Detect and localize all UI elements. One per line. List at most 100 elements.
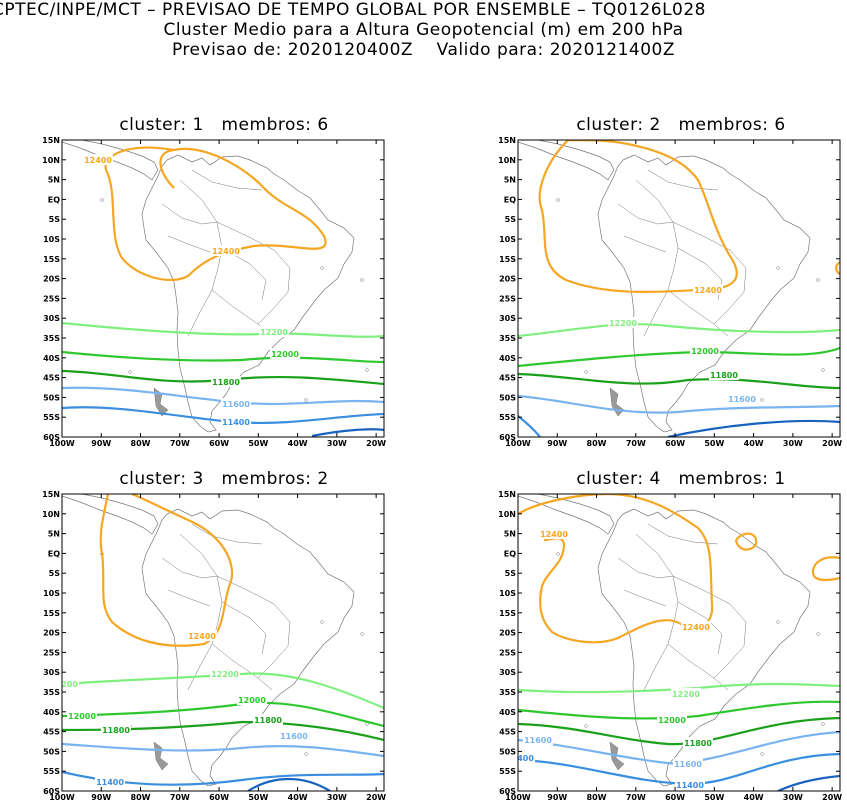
lon-label: 100W xyxy=(49,439,75,448)
contour-label-bg xyxy=(727,393,757,404)
continent-outline xyxy=(141,154,355,433)
central-america-outline xyxy=(62,494,159,535)
lon-label: 30W xyxy=(783,439,803,448)
contour-label-bg xyxy=(683,737,713,748)
contour-label-bg xyxy=(187,630,217,641)
island xyxy=(365,368,369,372)
contour-label: 11800 xyxy=(102,726,130,735)
lat-label: 20S xyxy=(499,629,516,638)
lat-label: 10N xyxy=(498,156,516,165)
contour-label: 11600 xyxy=(280,732,308,741)
contour-label: 12200 xyxy=(260,328,288,337)
contour-line xyxy=(518,716,840,746)
island xyxy=(816,278,820,282)
lon-label: 60W xyxy=(209,793,229,802)
lat-label: 15S xyxy=(499,255,516,264)
lon-label: 90W xyxy=(91,439,111,448)
country-border xyxy=(647,169,719,191)
lon-label: 50W xyxy=(704,793,724,802)
lon-label: 50W xyxy=(248,439,268,448)
panel-title-3: cluster: 3 membros: 2 xyxy=(119,469,328,489)
lat-label: 15N xyxy=(42,490,60,499)
country-border xyxy=(623,589,667,607)
contour-label-bg xyxy=(657,714,687,725)
contour-line xyxy=(538,140,738,294)
country-border xyxy=(179,179,223,337)
contour-line xyxy=(62,350,384,364)
lon-label: 50W xyxy=(248,793,268,802)
island xyxy=(760,398,764,402)
lat-label: 35S xyxy=(499,334,516,343)
contour-label: 12000 xyxy=(658,716,686,725)
lat-label: 10N xyxy=(42,156,60,165)
lat-label: 60S xyxy=(499,787,516,796)
country-border xyxy=(179,533,223,691)
contour-label-bg xyxy=(221,416,251,427)
contour-label-bg xyxy=(709,369,739,380)
lat-label: 45S xyxy=(43,728,60,737)
lon-label: 70W xyxy=(170,793,190,802)
lat-label: 10S xyxy=(499,589,516,598)
lat-label: 40S xyxy=(499,708,516,717)
lon-label: 20W xyxy=(822,793,842,802)
lat-label: 15S xyxy=(43,609,60,618)
contour-label-bg xyxy=(83,154,113,165)
lat-label: 60S xyxy=(499,433,516,442)
map-frame xyxy=(61,139,385,438)
map-frame xyxy=(517,493,841,792)
contour-line xyxy=(62,672,384,710)
lon-label: 20W xyxy=(822,439,842,448)
lon-label: 40W xyxy=(288,439,308,448)
lat-label: 10S xyxy=(499,235,516,244)
country-border xyxy=(191,169,263,191)
island xyxy=(320,620,324,624)
contour-label-bg xyxy=(253,714,283,725)
lat-label: 10S xyxy=(43,589,60,598)
country-border xyxy=(672,221,747,325)
lon-label: 70W xyxy=(170,439,190,448)
lat-label: 30S xyxy=(43,314,60,323)
lon-label: 90W xyxy=(91,793,111,802)
lat-label: 5N xyxy=(48,530,60,539)
country-border xyxy=(677,601,723,655)
lon-label: 90W xyxy=(547,439,567,448)
lon-label: 30W xyxy=(783,793,803,802)
contour-label-bg xyxy=(259,326,289,337)
contour-label-bg xyxy=(221,398,251,409)
tierra-del-fuego xyxy=(609,387,625,417)
lat-label: 30S xyxy=(499,668,516,677)
lat-label: EQ xyxy=(504,549,516,558)
island xyxy=(776,620,780,624)
country-border xyxy=(167,235,211,253)
lon-label: 80W xyxy=(587,793,607,802)
header-line-1: CPTEC/INPE/MCT – PREVISAO DE TEMPO GLOBA… xyxy=(0,0,706,20)
lat-label: 20S xyxy=(499,275,516,284)
contour-label: 12200 xyxy=(672,690,700,699)
country-border xyxy=(647,523,719,545)
contour-line xyxy=(734,532,758,551)
contour-label-bg xyxy=(681,621,711,632)
lat-label: 35S xyxy=(43,688,60,697)
panel-title-1: cluster: 1 membros: 6 xyxy=(119,115,328,135)
lat-label: 15S xyxy=(499,609,516,618)
lon-label: 70W xyxy=(626,439,646,448)
lat-label: 5N xyxy=(504,176,516,185)
lon-label: 100W xyxy=(49,793,75,802)
lon-label: 50W xyxy=(704,439,724,448)
lat-label: 45S xyxy=(499,374,516,383)
island xyxy=(320,266,324,270)
tierra-del-fuego xyxy=(153,741,169,771)
map-panel-2: 12400 12200 12000 11800 11600 15N 10N 5N EQ 5S 10S… xyxy=(498,136,842,448)
island xyxy=(556,552,560,556)
island xyxy=(556,198,560,202)
lon-label: 20W xyxy=(366,439,386,448)
lon-label: 60W xyxy=(665,439,685,448)
contour-line xyxy=(104,146,327,281)
country-border xyxy=(191,523,263,545)
contour-label: 11800 xyxy=(212,378,240,387)
lat-label: 40S xyxy=(43,354,60,363)
lat-label: 60S xyxy=(43,787,60,796)
lat-label: 5S xyxy=(505,569,517,578)
lat-label: 50S xyxy=(499,393,516,402)
contour-label-bg xyxy=(62,678,79,689)
